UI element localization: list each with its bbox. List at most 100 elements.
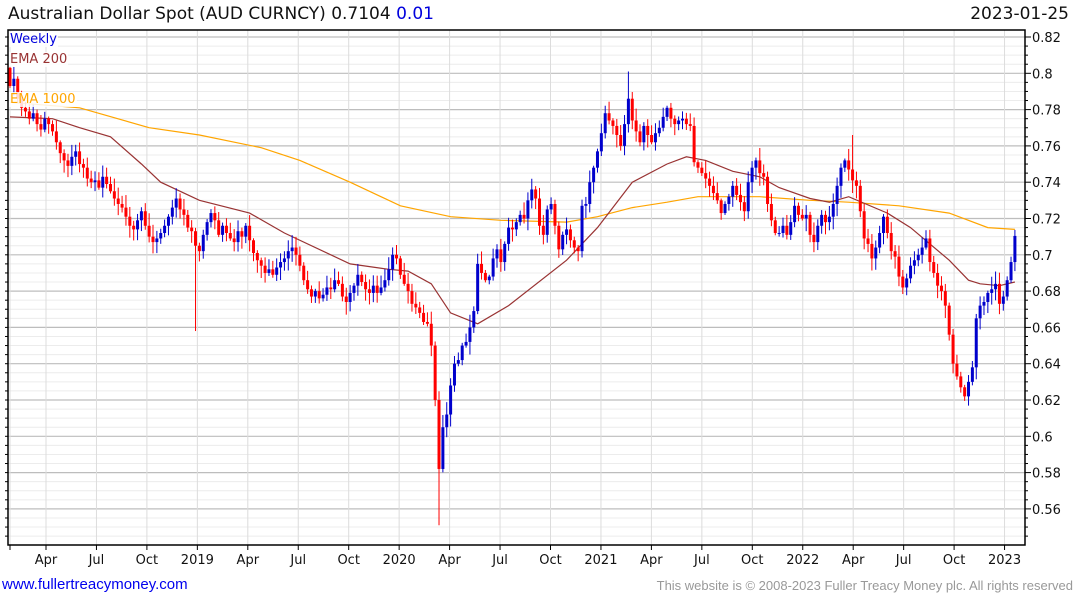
candle-body — [263, 265, 267, 273]
candle-body — [166, 216, 170, 226]
candle — [1001, 290, 1005, 311]
candle — [255, 250, 259, 273]
candle — [39, 114, 43, 137]
x-tick-label: Apr — [237, 553, 260, 568]
candle-body — [827, 216, 831, 223]
candle — [197, 242, 201, 262]
candle — [286, 240, 290, 271]
candle-body — [800, 214, 804, 219]
candle — [963, 384, 967, 401]
candle — [422, 304, 426, 325]
candle — [646, 119, 650, 148]
candle-body — [510, 227, 514, 230]
x-tick-label: Apr — [438, 553, 461, 568]
candle-body — [452, 363, 456, 386]
candle — [360, 271, 364, 287]
candle-body — [681, 118, 685, 121]
y-tick-label: 0.72 — [1032, 213, 1061, 228]
candle-body — [847, 160, 851, 170]
candle-body — [912, 260, 916, 266]
candle — [878, 225, 882, 254]
candle — [936, 263, 940, 299]
candle-body — [642, 125, 646, 143]
candle — [769, 193, 773, 227]
candle-body — [522, 214, 526, 219]
x-tick-label: Oct — [943, 553, 965, 568]
candle — [209, 209, 213, 228]
candle — [715, 182, 719, 204]
candle-body — [742, 202, 746, 212]
candle — [650, 125, 654, 145]
candle-body — [317, 291, 321, 299]
candle-body — [344, 296, 348, 302]
candle-body — [143, 211, 147, 226]
candle-body — [213, 213, 217, 221]
candle-body — [445, 414, 449, 428]
candle-body — [746, 182, 750, 212]
candle — [108, 176, 112, 194]
candle — [425, 312, 429, 327]
candle — [974, 313, 978, 380]
candle-body — [364, 282, 368, 290]
candle-body — [538, 198, 542, 226]
candle — [464, 333, 468, 348]
candle-body — [650, 135, 654, 143]
candle-body — [414, 303, 418, 308]
candle — [178, 193, 182, 219]
candle-body — [796, 205, 800, 215]
candle-body — [89, 178, 93, 183]
candle-body — [251, 240, 255, 253]
candle — [224, 218, 228, 242]
candle — [240, 227, 244, 249]
candle — [851, 135, 855, 194]
candle — [754, 157, 758, 180]
y-tick-label: 0.58 — [1032, 467, 1061, 482]
candle-body — [769, 203, 773, 221]
candle-body — [70, 156, 74, 166]
candle-body — [197, 245, 201, 252]
candle — [561, 231, 565, 255]
candle-body — [66, 160, 70, 166]
x-tick-label: Jul — [289, 553, 306, 568]
candle — [170, 199, 174, 225]
candle-body — [101, 176, 105, 188]
candle — [491, 248, 495, 281]
candle-body — [97, 180, 101, 188]
candle-body — [862, 211, 866, 239]
candle-body — [460, 345, 464, 361]
candle-body — [549, 203, 553, 210]
candle-body — [418, 307, 422, 313]
candle — [213, 206, 217, 230]
candle-body — [766, 176, 770, 204]
candle — [727, 193, 731, 211]
candle — [711, 176, 715, 201]
candle — [147, 213, 151, 243]
candle-body — [990, 289, 994, 293]
candle-body — [468, 327, 472, 342]
candle-body — [51, 124, 55, 132]
website-link[interactable]: www.fullertreacymoney.com — [2, 576, 188, 593]
candle — [217, 212, 221, 238]
candle-body — [209, 213, 213, 223]
candle — [313, 288, 317, 303]
candle — [839, 163, 843, 198]
candle — [766, 171, 770, 212]
candle-body — [808, 214, 812, 235]
candle — [781, 217, 785, 238]
candle — [514, 218, 518, 237]
candle — [947, 302, 951, 341]
candle-body — [62, 153, 66, 161]
candle — [901, 269, 905, 295]
y-tick-label: 0.66 — [1032, 321, 1061, 336]
candle — [402, 262, 406, 286]
candle-body — [93, 180, 97, 183]
candle — [576, 244, 580, 262]
candle-body — [78, 151, 82, 165]
candle — [12, 66, 16, 96]
candle — [309, 285, 313, 303]
candle-body — [259, 260, 263, 266]
candle-body — [174, 198, 178, 208]
candle — [395, 244, 398, 265]
candle — [429, 311, 433, 357]
